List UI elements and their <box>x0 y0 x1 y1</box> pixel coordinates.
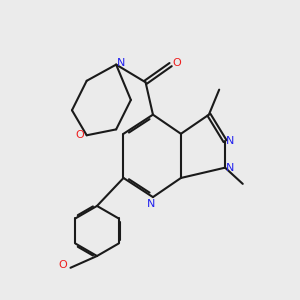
Text: O: O <box>76 130 85 140</box>
Text: O: O <box>59 260 68 270</box>
Text: N: N <box>226 163 235 173</box>
Text: N: N <box>117 58 126 68</box>
Text: N: N <box>147 199 156 208</box>
Text: O: O <box>172 58 181 68</box>
Text: N: N <box>226 136 235 146</box>
